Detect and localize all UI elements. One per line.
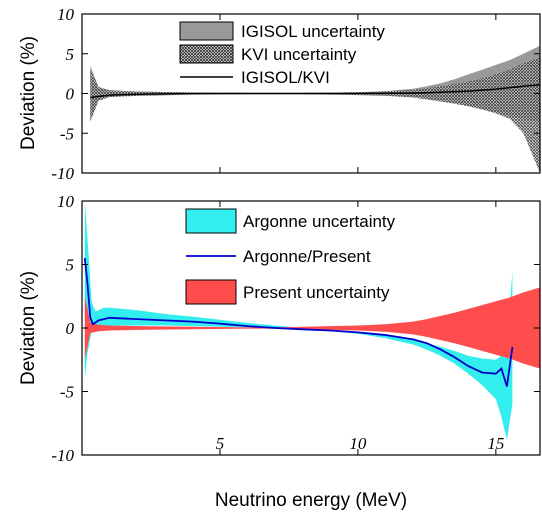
xtick-label: 5 (216, 434, 225, 453)
ytick-label: 0 (66, 85, 75, 104)
bottom-axis-ticks: 10 5 0 -5 -10 5 10 15 (51, 192, 540, 465)
argonne-present-path (83, 258, 514, 387)
ytick-label: 10 (57, 5, 75, 24)
bottom-panel: 10 5 0 -5 -10 5 10 15 Deviation (%) Neutrino en… (18, 192, 541, 511)
legend-swatch-present-uncertainty (185, 279, 237, 305)
legend-label-argonne-present: Argonne/Present (243, 247, 371, 266)
legend-label-argonne-uncertainty: Argonne uncertainty (243, 212, 396, 231)
legend-label-igisol-uncertainty: IGISOL uncertainty (241, 22, 385, 41)
bottom-ylabel: Deviation (%) (18, 271, 39, 385)
ytick-label: 5 (66, 256, 75, 275)
legend-label-igisol-kvi: IGISOL/KVI (241, 68, 330, 87)
ytick-label: -5 (60, 124, 74, 143)
argonne-present-ratio-line (83, 258, 514, 387)
top-legend: IGISOL uncertainty KVI uncertainty IGISO… (179, 21, 385, 87)
legend-label-kvi-uncertainty: KVI uncertainty (241, 45, 357, 64)
ytick-label: 5 (66, 45, 75, 64)
top-ylabel: Deviation (%) (18, 36, 39, 150)
igisol-kvi-ratio-line (90, 84, 540, 99)
ytick-label: -5 (60, 383, 74, 402)
ytick-label: -10 (51, 164, 74, 183)
igisol-kvi-path (90, 84, 540, 99)
bottom-plot-area (83, 201, 540, 440)
legend-swatch-igisol-uncertainty (179, 21, 234, 41)
present-uncertainty-band (84, 287, 540, 369)
bottom-legend: Argonne uncertainty Argonne/Present Pres… (185, 208, 396, 305)
legend-label-present-uncertainty: Present uncertainty (243, 283, 390, 302)
ytick-label: 0 (66, 319, 75, 338)
present-uncertainty-area (84, 287, 540, 369)
top-plot-area (90, 45, 540, 173)
igisol-uncertainty-area (90, 45, 540, 123)
xtick-label: 10 (349, 434, 367, 453)
legend-swatch-argonne-uncertainty (185, 208, 237, 234)
xtick-label: 15 (487, 434, 504, 453)
top-axis-ticks: 10 5 0 -5 -10 (51, 5, 540, 183)
legend-swatch-kvi-uncertainty (179, 44, 234, 64)
bottom-xlabel: Neutrino energy (MeV) (215, 490, 407, 511)
top-panel: 10 5 0 -5 -10 Deviation (%) IGISOL uncertain… (18, 5, 541, 183)
igisol-uncertainty-band (90, 45, 540, 123)
ytick-label: -10 (51, 446, 74, 465)
ytick-label: 10 (57, 192, 75, 211)
